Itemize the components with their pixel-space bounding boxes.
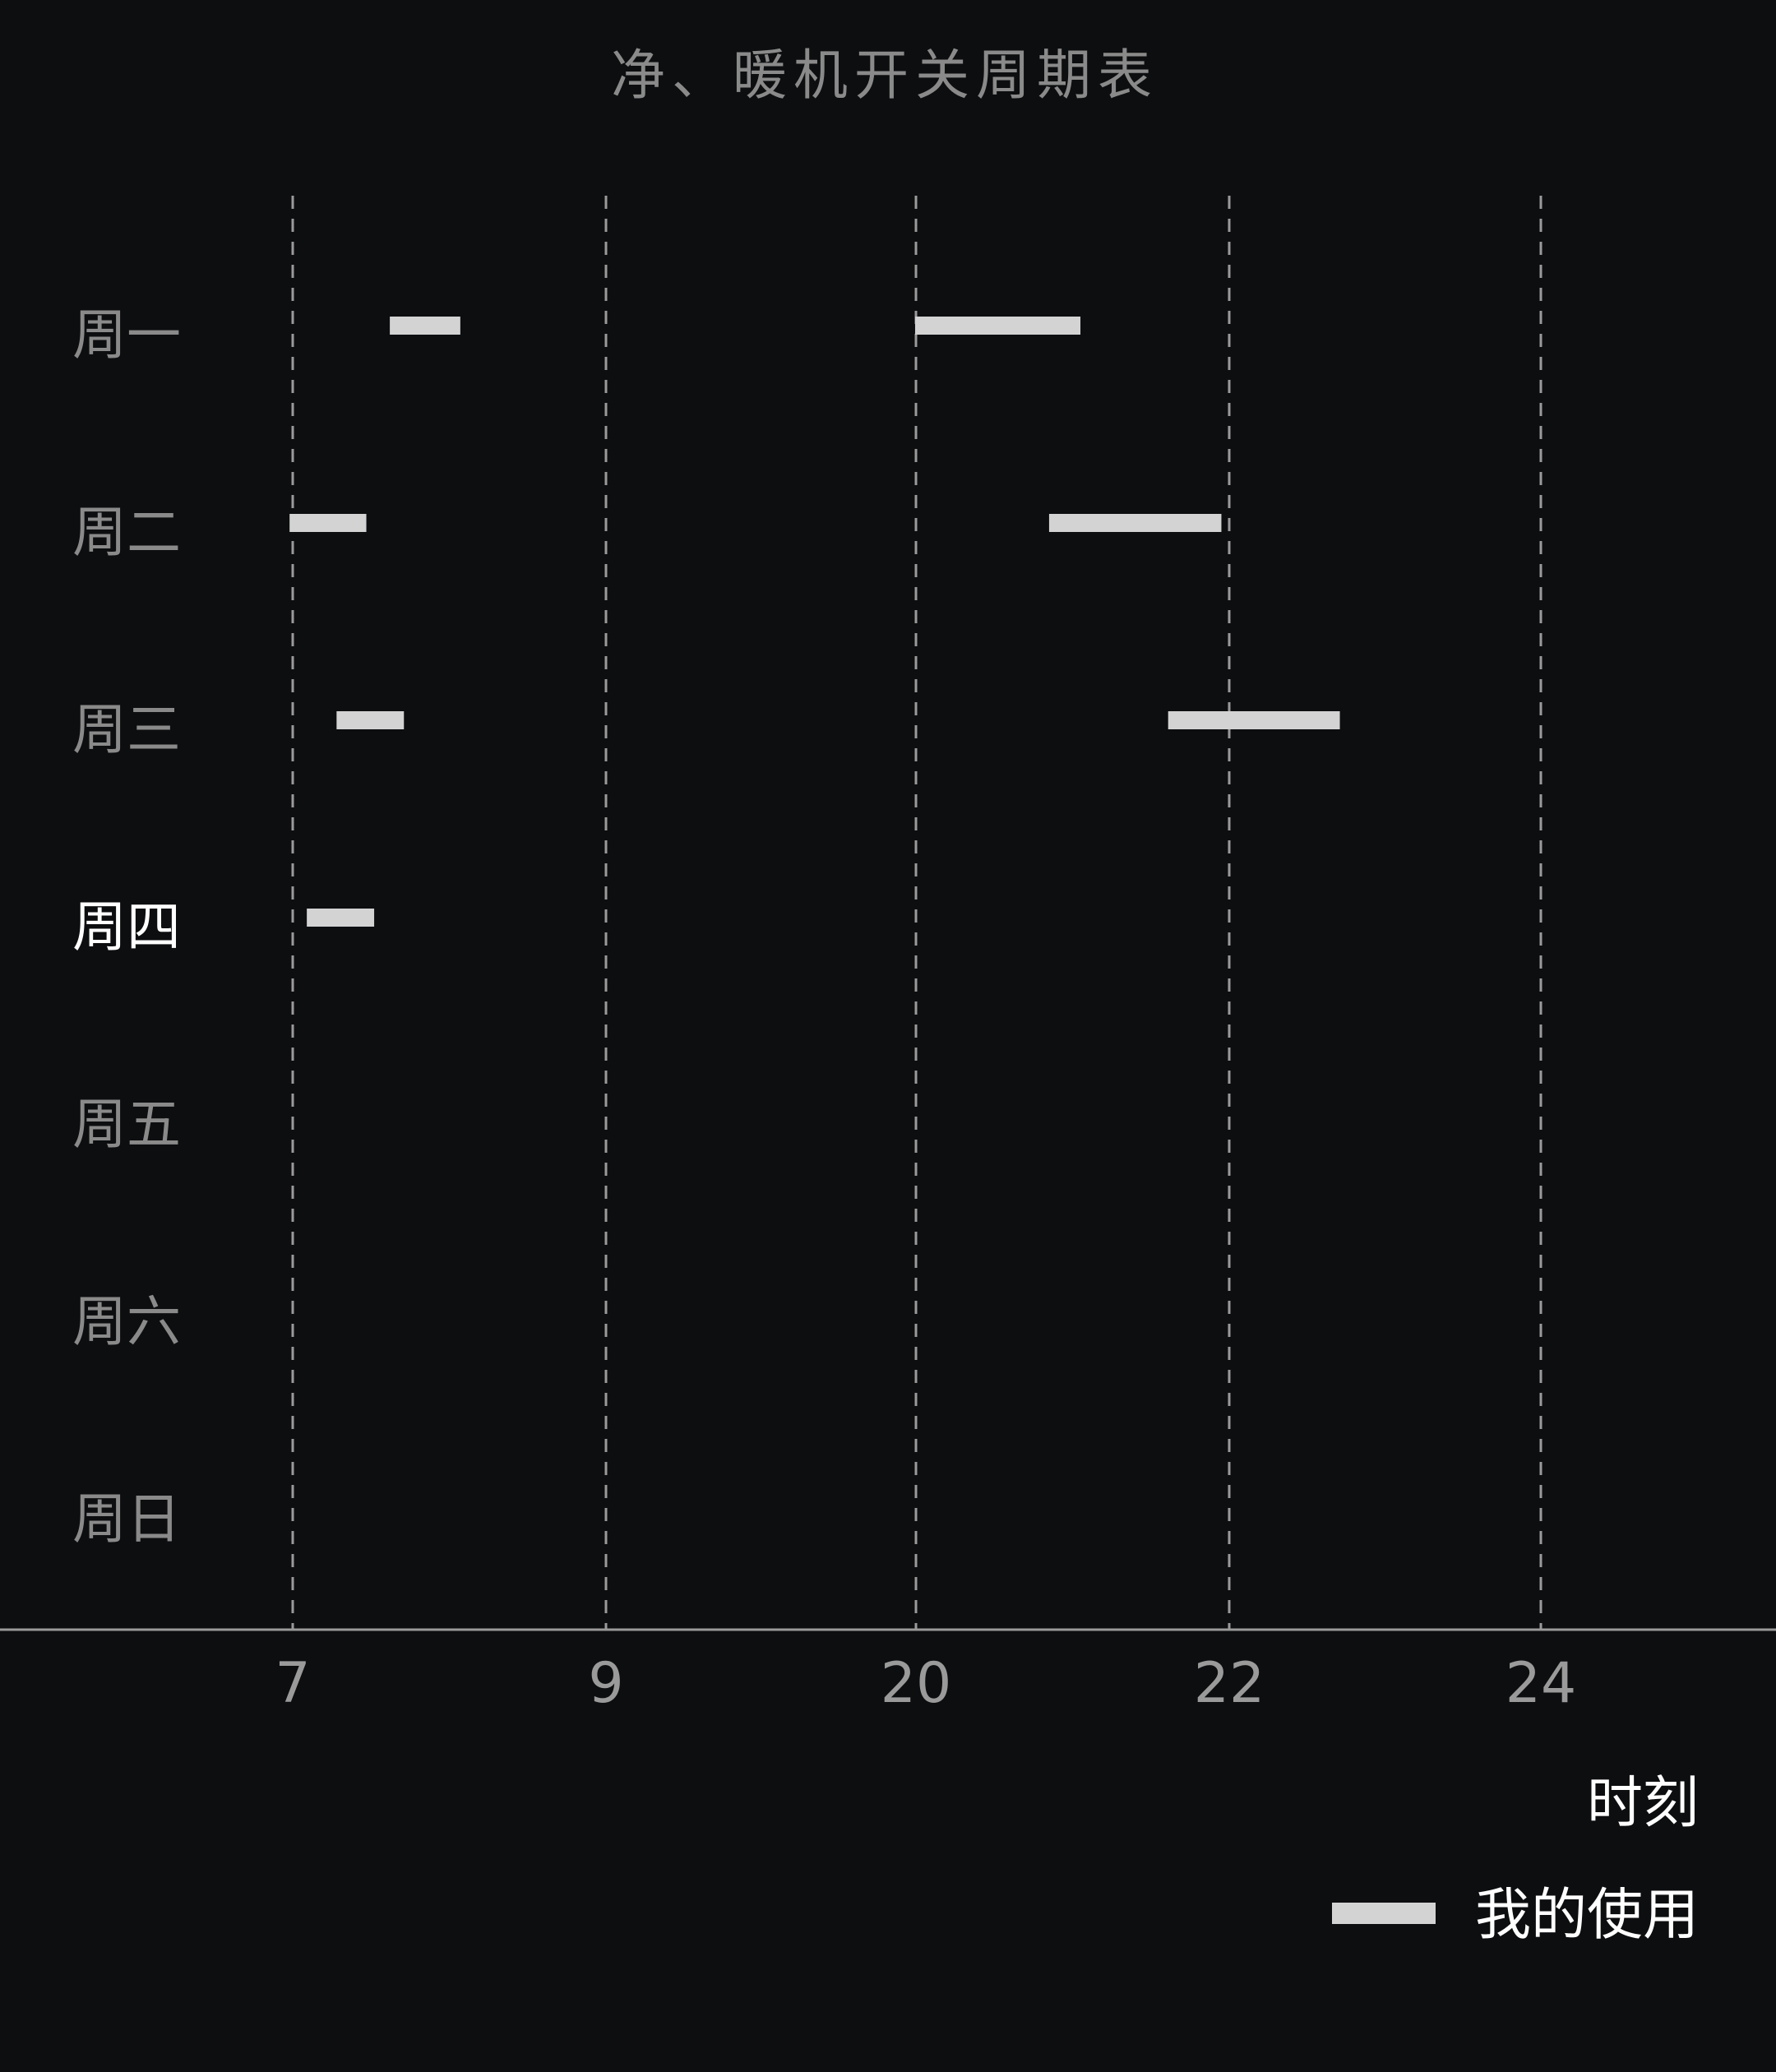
day-label-5: 周五 [72,1093,181,1156]
usage-bar-4-7 [307,909,374,927]
x-tick-label-22: 22 [1194,1651,1265,1716]
day-label-1: 周一 [72,303,181,367]
usage-bars [289,317,1339,927]
usage-bar-3-5 [336,711,404,729]
chart-title: 净、暖机开关周期表 [611,44,1159,107]
usage-bar-1-2 [915,317,1080,335]
x-tick-label-24: 24 [1505,1651,1577,1716]
x-tick-label-20: 20 [881,1651,952,1716]
day-label-7: 周日 [72,1487,181,1551]
x-tick-label-9: 9 [588,1651,623,1716]
x-tick-label-7: 7 [275,1651,310,1716]
day-label-4: 周四 [72,895,181,959]
day-label-3: 周三 [72,698,181,761]
usage-bar-2-4 [1049,514,1222,532]
grid-lines [293,196,1541,1630]
day-label-2: 周二 [72,501,181,564]
legend: 我的使用 [1332,1883,1699,1948]
usage-bar-2-3 [289,514,366,532]
legend-swatch [1332,1903,1436,1924]
x-axis-label: 时刻 [1587,1771,1699,1836]
day-label-6: 周六 [72,1290,181,1353]
legend-label: 我的使用 [1475,1883,1699,1948]
x-tick-labels: 7 9 20 22 24 [275,1651,1576,1716]
usage-bar-3-6 [1168,711,1340,729]
usage-bar-1-1 [390,317,460,335]
